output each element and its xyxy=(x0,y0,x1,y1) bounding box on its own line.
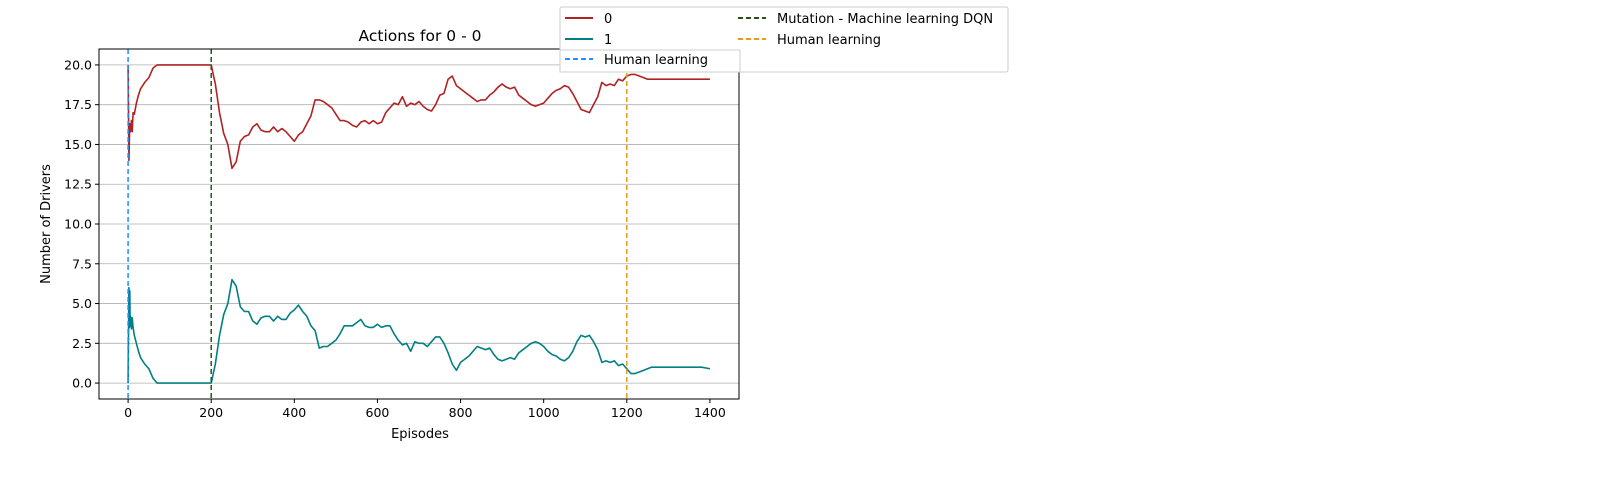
y-tick-label-2: 5.0 xyxy=(72,296,92,311)
y-tick-label-6: 15.0 xyxy=(64,137,92,152)
x-axis-title: Episodes xyxy=(391,427,449,442)
legend-label-series-0: 0 xyxy=(604,12,612,27)
y-tick-label-7: 17.5 xyxy=(64,97,92,112)
y-tick-label-1: 2.5 xyxy=(72,336,92,351)
legend-label-human-learning-2: Human learning xyxy=(777,33,881,48)
legend-label-human-learning-1: Human learning xyxy=(604,53,708,68)
x-tick-label-5: 1000 xyxy=(528,405,560,420)
legend-label-mutation-dqn: Mutation - Machine learning DQN xyxy=(777,12,993,27)
series-lines xyxy=(127,64,711,384)
x-tick-label-2: 400 xyxy=(282,405,306,420)
series-line-0 xyxy=(127,64,710,170)
y-axis-ticks: 0.0 2.5 5.0 7.5 10.0 12.5 15.0 17.5 20.0 xyxy=(64,57,99,391)
x-tick-label-7: 1400 xyxy=(694,405,726,420)
y-tick-label-8: 20.0 xyxy=(64,57,92,72)
grid-lines xyxy=(99,64,739,384)
x-tick-label-3: 600 xyxy=(366,405,390,420)
x-tick-label-6: 1200 xyxy=(611,405,643,420)
legend-label-series-1: 1 xyxy=(604,33,612,48)
y-tick-label-3: 7.5 xyxy=(72,256,92,271)
y-tick-label-5: 12.5 xyxy=(64,177,92,192)
x-axis-ticks: 0 200 400 600 800 1000 1200 1400 xyxy=(124,399,726,420)
legend-item-frame xyxy=(559,49,741,73)
y-tick-label-0: 0.0 xyxy=(72,376,92,391)
series-line-1 xyxy=(127,278,711,384)
y-tick-label-4: 10.0 xyxy=(64,217,92,232)
x-tick-label-4: 800 xyxy=(449,405,473,420)
y-axis-title: Number of Drivers xyxy=(39,164,54,284)
x-tick-label-1: 200 xyxy=(199,405,223,420)
vertical-marker-lines xyxy=(127,49,628,399)
chart-title: Actions for 0 - 0 xyxy=(359,27,482,45)
x-tick-label-0: 0 xyxy=(124,405,132,420)
legend: 0 1 Human learning Mutation - Machine le… xyxy=(559,6,1009,73)
